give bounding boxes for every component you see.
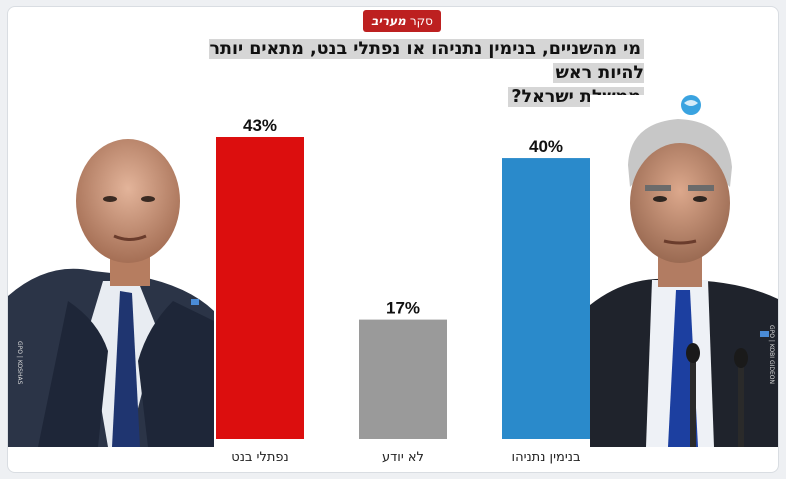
globe-logo-icon	[681, 95, 701, 115]
poll-bar-chart: 43% נפתלי בנט 17% לא יודע 40% בנימין נתניהו	[216, 116, 590, 465]
chart-title: מי מהשניים, בנימין נתניהו או נפתלי בנט, …	[158, 37, 644, 109]
bar-2	[502, 158, 590, 439]
category-label-1: לא יודע	[382, 450, 424, 465]
category-label-0: נפתלי בנט	[231, 450, 288, 465]
photo-credit-right: GPO | KOBI GIDEON	[768, 325, 775, 384]
bar-value-label-1: 17%	[386, 299, 420, 318]
bar-1	[359, 319, 447, 439]
photo-credit-left: GPO | KOSHAS	[16, 341, 23, 385]
bar-value-label-0: 43%	[243, 116, 277, 135]
badge-brand: מעריב	[371, 14, 406, 28]
bennett-photo: GPO | KOSHAS	[8, 121, 214, 447]
category-label-2: בנימין נתניהו	[512, 450, 581, 465]
bar-value-label-2: 40%	[529, 137, 563, 156]
netanyahu-photo: GPO | KOBI GIDEON	[590, 95, 778, 447]
badge-poll-word: סקר	[409, 14, 433, 28]
poll-badge: סקר מעריב	[363, 10, 441, 32]
poll-card: סקר מעריב מי מהשניים, בנימין נתניהו או נ…	[7, 6, 779, 473]
bar-0	[216, 137, 304, 439]
